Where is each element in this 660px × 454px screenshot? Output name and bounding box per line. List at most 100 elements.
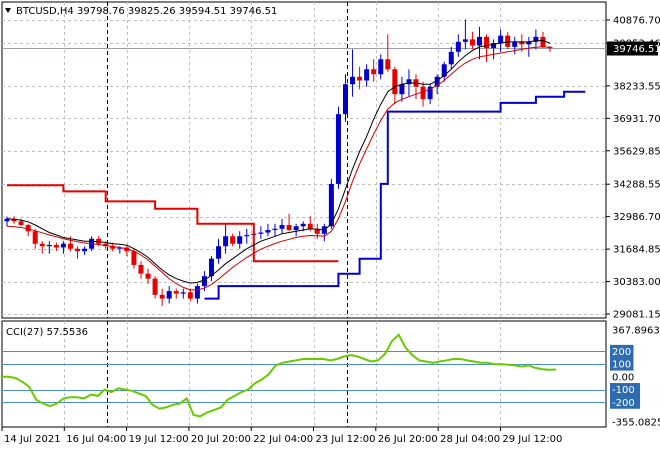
candle-up xyxy=(201,276,207,287)
step-line xyxy=(204,90,586,300)
candle-down xyxy=(152,278,158,295)
candle-up xyxy=(378,59,384,75)
candle-up xyxy=(209,258,215,277)
candle-up xyxy=(533,36,539,42)
candle-up xyxy=(117,247,123,249)
candle-down xyxy=(75,248,81,252)
candle-down xyxy=(131,251,137,265)
candle-down xyxy=(314,228,320,234)
current-price-badge xyxy=(607,41,658,56)
candle-up xyxy=(60,243,66,248)
candle-down xyxy=(25,225,31,232)
candle-up xyxy=(166,291,172,299)
candle-up xyxy=(46,244,52,247)
candle-up xyxy=(441,64,447,77)
cci-line xyxy=(2,333,557,418)
current-price-label: 39746.51 xyxy=(613,44,660,55)
price-tick-label: 38233.55 xyxy=(613,81,660,92)
candle-up xyxy=(82,248,88,252)
candle-down xyxy=(138,264,144,274)
indicator-overlays xyxy=(6,40,586,300)
candle-up xyxy=(244,235,250,237)
candle-up xyxy=(462,39,468,42)
price-tick-label: 31684.85 xyxy=(613,245,660,256)
cci-tick-label: 0.00 xyxy=(612,372,634,383)
axes: 40876.7039953.4638233.5536931.7035629.85… xyxy=(1,16,660,445)
candle-down xyxy=(159,294,165,299)
cci-tick-label: 200 xyxy=(612,347,631,358)
price-tick-label: 34288.55 xyxy=(613,180,660,191)
candle-up xyxy=(258,232,264,234)
time-tick-label: 14 Jul 2021 xyxy=(4,434,61,445)
candle-down xyxy=(547,46,553,49)
candle-up xyxy=(272,228,278,231)
candle-down xyxy=(505,35,511,47)
candle-down xyxy=(32,231,38,244)
candle-up xyxy=(448,51,454,65)
grid xyxy=(1,1,607,428)
cci-panel xyxy=(2,333,606,418)
candle-up xyxy=(350,76,356,85)
candle-up xyxy=(265,230,271,233)
candle-up xyxy=(491,43,497,49)
candle-up xyxy=(512,41,518,47)
candle-down xyxy=(307,223,313,229)
ohlc-values: 39798.76 39825.26 39594.51 39746.51 xyxy=(77,6,277,17)
time-tick-label: 19 Jul 12:00 xyxy=(129,434,189,445)
price-tick-label: 32986.70 xyxy=(613,212,660,223)
candle-down xyxy=(110,246,116,249)
time-tick-label: 23 Jul 12:00 xyxy=(316,434,376,445)
candle-down xyxy=(53,244,59,248)
candle-down xyxy=(286,225,292,231)
candle-down xyxy=(357,76,363,81)
candle-down xyxy=(145,273,151,279)
cci-panel-frame xyxy=(1,320,607,428)
candle-up xyxy=(399,84,405,95)
candle-down xyxy=(124,247,130,252)
time-tick-label: 20 Jul 20:00 xyxy=(191,434,251,445)
candle-up xyxy=(434,76,440,87)
candle-up xyxy=(476,36,482,46)
candle-up xyxy=(406,79,412,85)
price-panel-frame xyxy=(1,1,607,319)
candle-up xyxy=(237,236,243,244)
price-tick-label: 29081.15 xyxy=(613,310,660,321)
cci-tick-label: -100 xyxy=(612,385,635,396)
cci-level-badge xyxy=(610,344,634,358)
price-tick-label: 40876.70 xyxy=(613,16,660,27)
candle-down xyxy=(519,41,525,45)
candle-up xyxy=(526,41,532,45)
candle-up xyxy=(194,286,200,299)
candle-up xyxy=(293,226,299,231)
cci-level-badge xyxy=(610,395,640,409)
candle-up xyxy=(180,292,186,294)
candle-up xyxy=(364,69,370,81)
candles xyxy=(4,19,553,307)
candle-down xyxy=(540,36,546,47)
cci-tick-label: -355.0825 xyxy=(612,418,660,429)
candle-up xyxy=(300,223,306,227)
price-tick-label: 35629.85 xyxy=(613,146,660,157)
candle-up xyxy=(455,41,461,52)
candle-down xyxy=(469,39,475,46)
candle-down xyxy=(385,59,391,70)
moving-average-line xyxy=(6,46,551,291)
candle-down xyxy=(39,243,45,247)
candle-up xyxy=(4,218,10,222)
candle-down xyxy=(187,292,193,299)
candle-down xyxy=(420,86,426,100)
candle-up xyxy=(279,225,285,229)
candle-down xyxy=(173,291,179,294)
candle-down xyxy=(11,218,17,222)
time-tick-label: 16 Jul 04:00 xyxy=(66,434,126,445)
cci-tick-label: 100 xyxy=(612,360,631,371)
candle-up xyxy=(223,236,229,247)
candle-up xyxy=(427,86,433,100)
time-tick-label: 26 Jul 20:00 xyxy=(378,434,438,445)
candle-down xyxy=(230,236,236,244)
cci-label: CCI(27) 57.5536 xyxy=(6,327,88,338)
moving-average-line xyxy=(6,40,551,284)
dropdown-triangle-icon[interactable] xyxy=(5,8,11,13)
